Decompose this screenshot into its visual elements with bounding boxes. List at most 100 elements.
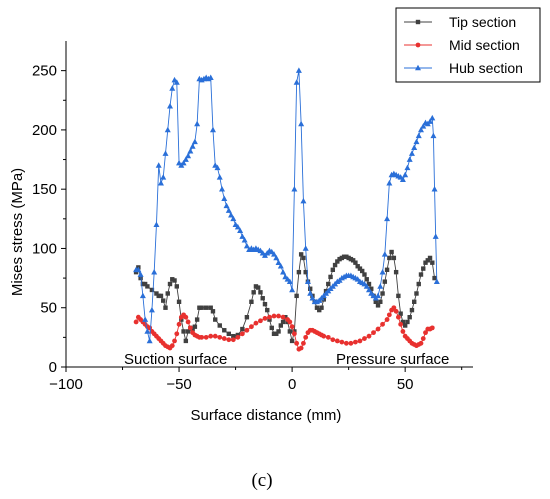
mid-section-point bbox=[217, 334, 223, 340]
mid-section-point bbox=[418, 340, 424, 346]
tip-section-point bbox=[140, 281, 146, 287]
hub-section-point bbox=[230, 215, 237, 222]
hub-section-point bbox=[415, 132, 422, 139]
hub-section-point bbox=[413, 138, 420, 145]
mid-section-point bbox=[235, 334, 241, 340]
tip-section-point bbox=[181, 329, 186, 334]
mid-section-point bbox=[183, 314, 189, 320]
tip-section-point bbox=[226, 331, 231, 337]
mid-section-point bbox=[226, 337, 232, 343]
hub-section-point bbox=[151, 268, 158, 275]
tick-labels: 0 50 100 150 200 250 −100 −50 0 50 bbox=[32, 63, 414, 393]
tip-section-point bbox=[280, 319, 286, 325]
hub-section-point bbox=[304, 278, 311, 284]
tip-section-point bbox=[348, 256, 354, 262]
hub-section-legend-label: Hub section bbox=[449, 60, 523, 76]
y-tick-label: 200 bbox=[32, 122, 57, 139]
hub-section-point bbox=[182, 156, 189, 162]
mid-section-point bbox=[291, 331, 297, 337]
y-tick-label: 0 bbox=[49, 359, 57, 376]
pressure-surface-annotation: Pressure surface bbox=[336, 351, 449, 368]
tip-section-point bbox=[142, 281, 148, 287]
mid-section-point bbox=[348, 340, 354, 346]
mid-section-point bbox=[371, 330, 376, 336]
hub-section-point bbox=[399, 176, 406, 182]
hub-section-point bbox=[377, 283, 384, 289]
tip-section-point bbox=[396, 293, 401, 299]
tip-section-point bbox=[271, 331, 277, 337]
hub-section-point bbox=[189, 143, 196, 149]
hub-section-point bbox=[228, 212, 235, 218]
tip-section-point bbox=[185, 329, 191, 334]
mid-section-point bbox=[185, 319, 191, 325]
mid-section-point bbox=[334, 338, 340, 344]
hub-section-point bbox=[216, 174, 223, 180]
hub-section-point bbox=[384, 215, 391, 222]
y-tick-label: 100 bbox=[32, 240, 57, 257]
x-tick-label: 50 bbox=[397, 376, 414, 393]
tip-section-point bbox=[296, 269, 302, 275]
hub-section-point bbox=[185, 152, 192, 159]
tip-section-point bbox=[276, 329, 281, 334]
mid-section-point bbox=[380, 321, 385, 327]
tip-section-point bbox=[255, 285, 261, 290]
tip-section-point bbox=[407, 315, 412, 320]
tip-section-point bbox=[262, 301, 268, 307]
tip-section-point bbox=[330, 267, 336, 272]
legend: Tip section Mid section Hub section bbox=[395, 7, 541, 83]
tip-section-point bbox=[339, 255, 345, 261]
tip-section-point bbox=[308, 286, 313, 291]
tip-section-point bbox=[269, 325, 274, 331]
tip-section-point bbox=[210, 309, 216, 314]
mid-section-point bbox=[400, 329, 406, 334]
hub-section-point bbox=[137, 271, 144, 277]
mid-section-point bbox=[267, 314, 272, 320]
hub-section-point bbox=[386, 180, 393, 186]
x-tick-label: −50 bbox=[166, 376, 191, 393]
tip-section-point bbox=[382, 279, 388, 284]
mid-section-point bbox=[330, 337, 336, 343]
hub-section-legend-marker bbox=[415, 64, 421, 71]
mid-section-point bbox=[174, 331, 180, 337]
mid-section-point bbox=[391, 305, 397, 311]
tip-section-point bbox=[165, 291, 170, 296]
hub-section-point bbox=[144, 328, 151, 334]
hub-section-point bbox=[164, 126, 171, 133]
tip-section-point bbox=[430, 260, 435, 265]
mid-section-point bbox=[429, 325, 435, 331]
hub-section-point bbox=[427, 118, 434, 124]
series-layer bbox=[133, 67, 440, 352]
tip-section-point bbox=[145, 284, 150, 289]
hub-section-point bbox=[157, 180, 164, 186]
hub-section-point bbox=[286, 278, 293, 284]
hub-section-point bbox=[142, 316, 149, 322]
mid-section-point bbox=[289, 324, 295, 330]
tip-section-point bbox=[414, 291, 419, 296]
tip-section-point bbox=[253, 284, 259, 289]
tip-section-point bbox=[400, 319, 406, 325]
hub-section-point bbox=[430, 132, 437, 139]
hub-section-point bbox=[243, 242, 250, 249]
tip-section-point bbox=[350, 258, 356, 263]
mid-section-point bbox=[357, 338, 363, 344]
tip-section-point bbox=[418, 272, 424, 277]
mid-section-point bbox=[339, 339, 345, 345]
tip-section-point bbox=[156, 293, 161, 299]
hub-section-point bbox=[402, 171, 409, 178]
hub-section-point bbox=[379, 268, 386, 275]
tip-section-point bbox=[287, 329, 293, 334]
x-tick-label: −100 bbox=[49, 376, 83, 393]
hub-section-point bbox=[300, 197, 307, 204]
hub-section-point bbox=[365, 286, 372, 293]
tip-section-point bbox=[249, 299, 254, 304]
hub-section-point bbox=[271, 251, 278, 257]
tip-section-point bbox=[301, 255, 306, 261]
tip-section-series bbox=[133, 249, 437, 344]
figure-caption: (c) bbox=[251, 470, 272, 491]
hub-section-point bbox=[155, 162, 162, 168]
hub-section-point bbox=[275, 259, 282, 265]
tip-section-point bbox=[197, 305, 202, 310]
tip-section-point bbox=[298, 252, 304, 257]
hub-section-point bbox=[381, 251, 388, 257]
mid-section-point bbox=[280, 314, 286, 320]
